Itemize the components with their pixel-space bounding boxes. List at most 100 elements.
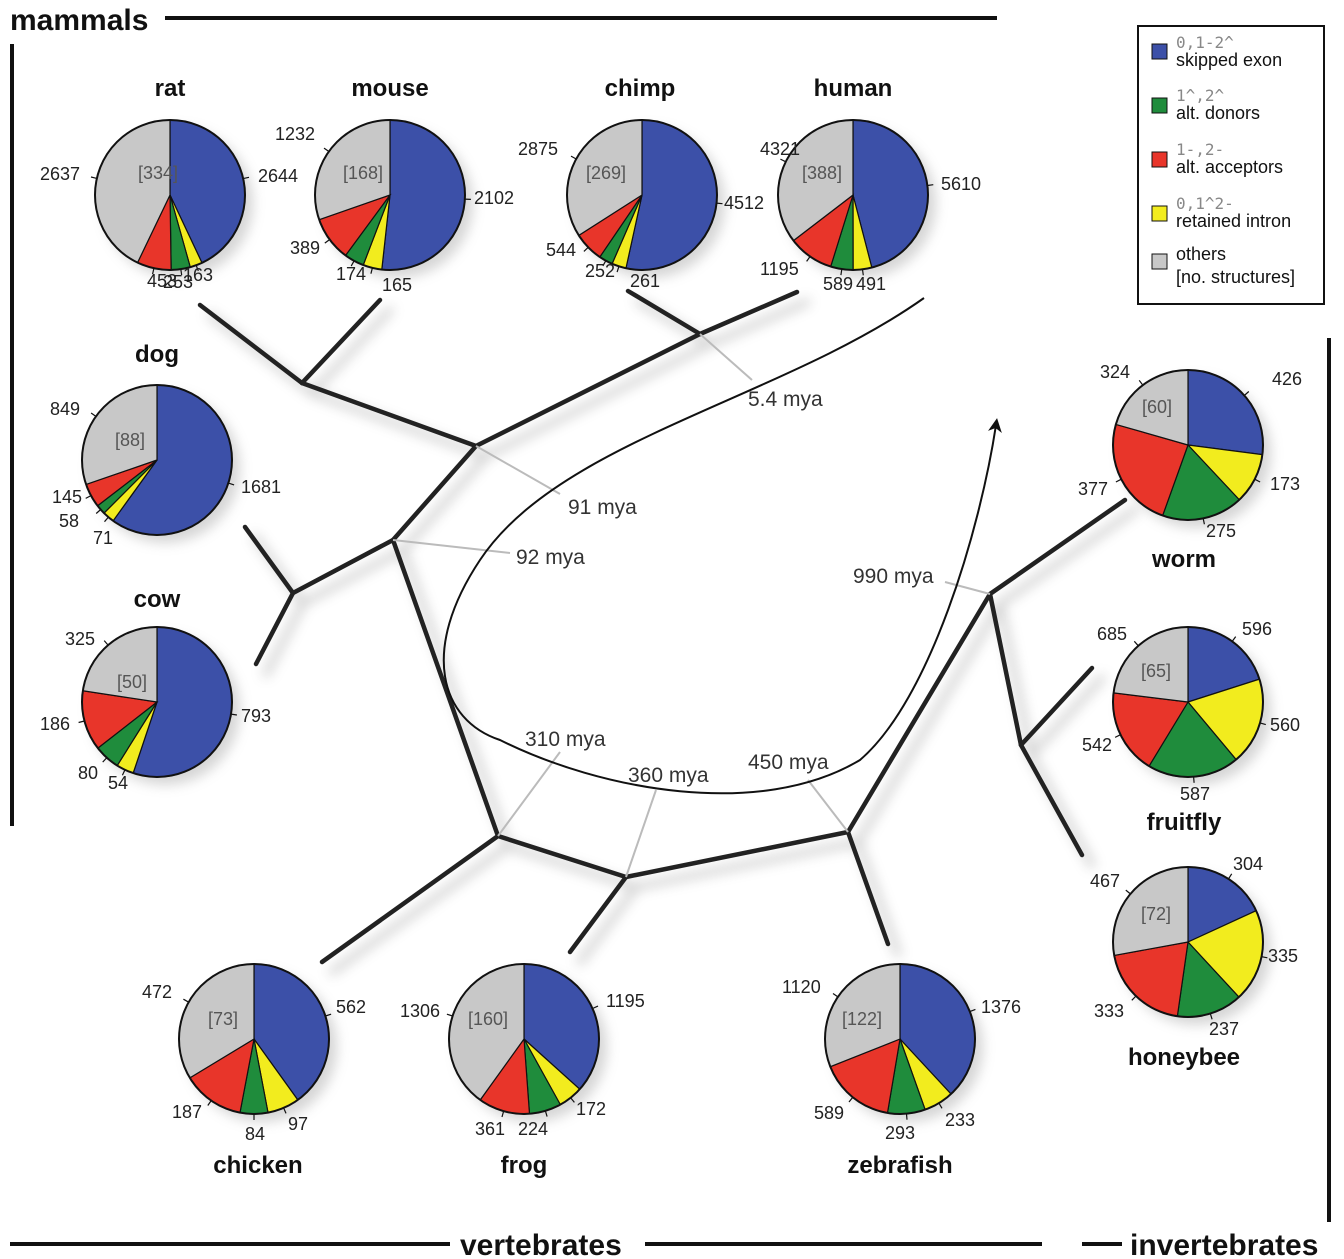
- legend-label: retained intron: [1176, 211, 1291, 231]
- tree-branch: [242, 524, 296, 596]
- tree-branch: [845, 591, 993, 835]
- legend-item-skipped-exon: 0,1-2^ skipped exon: [1151, 33, 1282, 70]
- pie-label-tick: [616, 266, 620, 273]
- time-callout-line: [625, 789, 657, 878]
- pie-label-tick: [1202, 518, 1205, 525]
- phylogenetic-tree: [197, 288, 1128, 965]
- structures-label: [88]: [115, 430, 145, 450]
- legend: 0,1-2^ skipped exon 1^,2^ alt. donors 1-…: [1137, 25, 1325, 305]
- branch-shadow: [262, 599, 307, 678]
- count-label-skipped-exon: 2644: [258, 166, 298, 186]
- pie-label-tick: [832, 993, 839, 998]
- pie-label-tick: [840, 269, 843, 276]
- count-label-retained-intron: 172: [576, 1099, 606, 1119]
- tree-branch: [567, 874, 629, 955]
- count-label-skipped-exon: 596: [1242, 619, 1272, 639]
- pie-label-tick: [152, 268, 155, 275]
- legend-swatch: [1151, 151, 1168, 168]
- count-label-alt-donors: 224: [518, 1119, 548, 1139]
- pie-outline: [94, 119, 246, 271]
- legend-swatch: [1151, 97, 1168, 114]
- pie-worm: 426 173 275 377 324 [60] worm: [1078, 362, 1302, 573]
- count-label-skipped-exon: 1681: [241, 477, 281, 497]
- species-label: fruitfly: [1147, 809, 1222, 836]
- count-label-retained-intron: 71: [93, 528, 113, 548]
- branch-shadow: [576, 883, 640, 966]
- count-label-alt-donors: 58: [59, 511, 79, 531]
- time-callout-line: [392, 539, 511, 554]
- tree-branch: [625, 288, 703, 337]
- count-label-retained-intron: 560: [1270, 715, 1300, 735]
- count-label-skipped-exon: 304: [1233, 854, 1263, 874]
- species-label: cow: [134, 586, 181, 613]
- structures-label: [60]: [1142, 397, 1172, 417]
- branch-shadow: [308, 306, 394, 397]
- tree-branch: [697, 289, 800, 337]
- pie-label-tick: [602, 260, 607, 267]
- pie-slice-skipped-exon: [1187, 369, 1264, 456]
- pie-cow: 793 54 80 186 325 [50] cow: [40, 586, 271, 793]
- pie-label-tick: [78, 720, 85, 724]
- branch-shadow: [854, 838, 902, 958]
- tree-branch: [253, 590, 296, 667]
- count-label-alt-donors: 84: [245, 1124, 265, 1144]
- count-label-alt-acceptors: 377: [1078, 479, 1108, 499]
- pie-outline: [1112, 866, 1264, 1018]
- time-label: 92 mya: [516, 546, 585, 569]
- count-label-others: 685: [1097, 624, 1127, 644]
- count-label-others: 467: [1090, 871, 1120, 891]
- tree-branch: [987, 497, 1128, 597]
- pie-dog: 1681 71 58 145 849 [88] dog: [50, 341, 281, 548]
- legend-label: others: [1176, 244, 1226, 264]
- count-label-alt-donors: 275: [1206, 521, 1236, 541]
- count-label-others: 4321: [760, 139, 800, 159]
- pie-label-tick: [501, 1111, 505, 1118]
- branch-shadow: [399, 546, 512, 850]
- pie-label-tick: [1114, 734, 1121, 738]
- tree-branch: [319, 833, 501, 965]
- legend-box: [1137, 25, 1325, 305]
- count-label-skipped-exon: 2102: [474, 188, 514, 208]
- pie-label-tick: [243, 176, 250, 180]
- pie-label-tick: [103, 640, 109, 646]
- count-label-alt-acceptors: 453: [147, 271, 177, 291]
- pie-label-tick: [1133, 640, 1139, 647]
- count-label-skipped-exon: 1195: [606, 991, 645, 1011]
- tree-branch: [299, 380, 479, 449]
- pie-outline: [178, 963, 330, 1115]
- pie-label-tick: [1125, 889, 1131, 895]
- species-label: honeybee: [1128, 1044, 1240, 1071]
- time-callout-line: [475, 445, 561, 495]
- pie-frog: 1195 172 224 361 1306 [160] frog: [400, 963, 645, 1179]
- pie-chimp: 4512 261 252 544 2875 [269] chimp: [518, 75, 764, 291]
- count-label-alt-donors: 174: [336, 264, 366, 284]
- count-label-others: 849: [50, 399, 80, 419]
- pie-honeybee: 304 335 237 333 467 [72] honeybee: [1090, 854, 1298, 1071]
- count-label-alt-donors: 237: [1209, 1019, 1239, 1039]
- pie-zebrafish: 1376 233 293 589 1120 [122] zebrafish: [782, 963, 1021, 1179]
- count-label-alt-acceptors: 589: [814, 1103, 844, 1123]
- structures-label: [168]: [343, 163, 383, 183]
- mammals-label: mammals: [10, 4, 148, 37]
- legend-label: alt. acceptors: [1176, 157, 1283, 177]
- count-label-alt-donors: 80: [78, 763, 98, 783]
- pie-label-tick: [848, 1096, 854, 1103]
- count-label-alt-donors: 587: [1180, 784, 1210, 804]
- tree-branch: [495, 833, 629, 880]
- count-label-alt-acceptors: 389: [290, 238, 320, 258]
- branch-shadow: [996, 600, 1035, 759]
- structures-label: [65]: [1141, 661, 1171, 681]
- branch-shadow: [706, 298, 811, 348]
- count-label-skipped-exon: 562: [336, 997, 366, 1017]
- pie-mouse: 2102 165 174 389 1232 [168] mouse: [275, 75, 514, 295]
- count-label-retained-intron: 491: [856, 274, 886, 294]
- tree-branch: [1018, 742, 1085, 858]
- pie-label-tick: [195, 265, 199, 272]
- time-label: 91 mya: [568, 496, 637, 519]
- tree-branch: [290, 537, 396, 596]
- divergence-callouts: [392, 333, 991, 878]
- time-label: 990 mya: [853, 565, 934, 588]
- count-label-others: 325: [65, 629, 95, 649]
- divergence-time-labels: 5.4 mya 91 mya 92 mya 310 mya 360 mya 45…: [516, 388, 934, 787]
- pie-outline: [81, 384, 233, 536]
